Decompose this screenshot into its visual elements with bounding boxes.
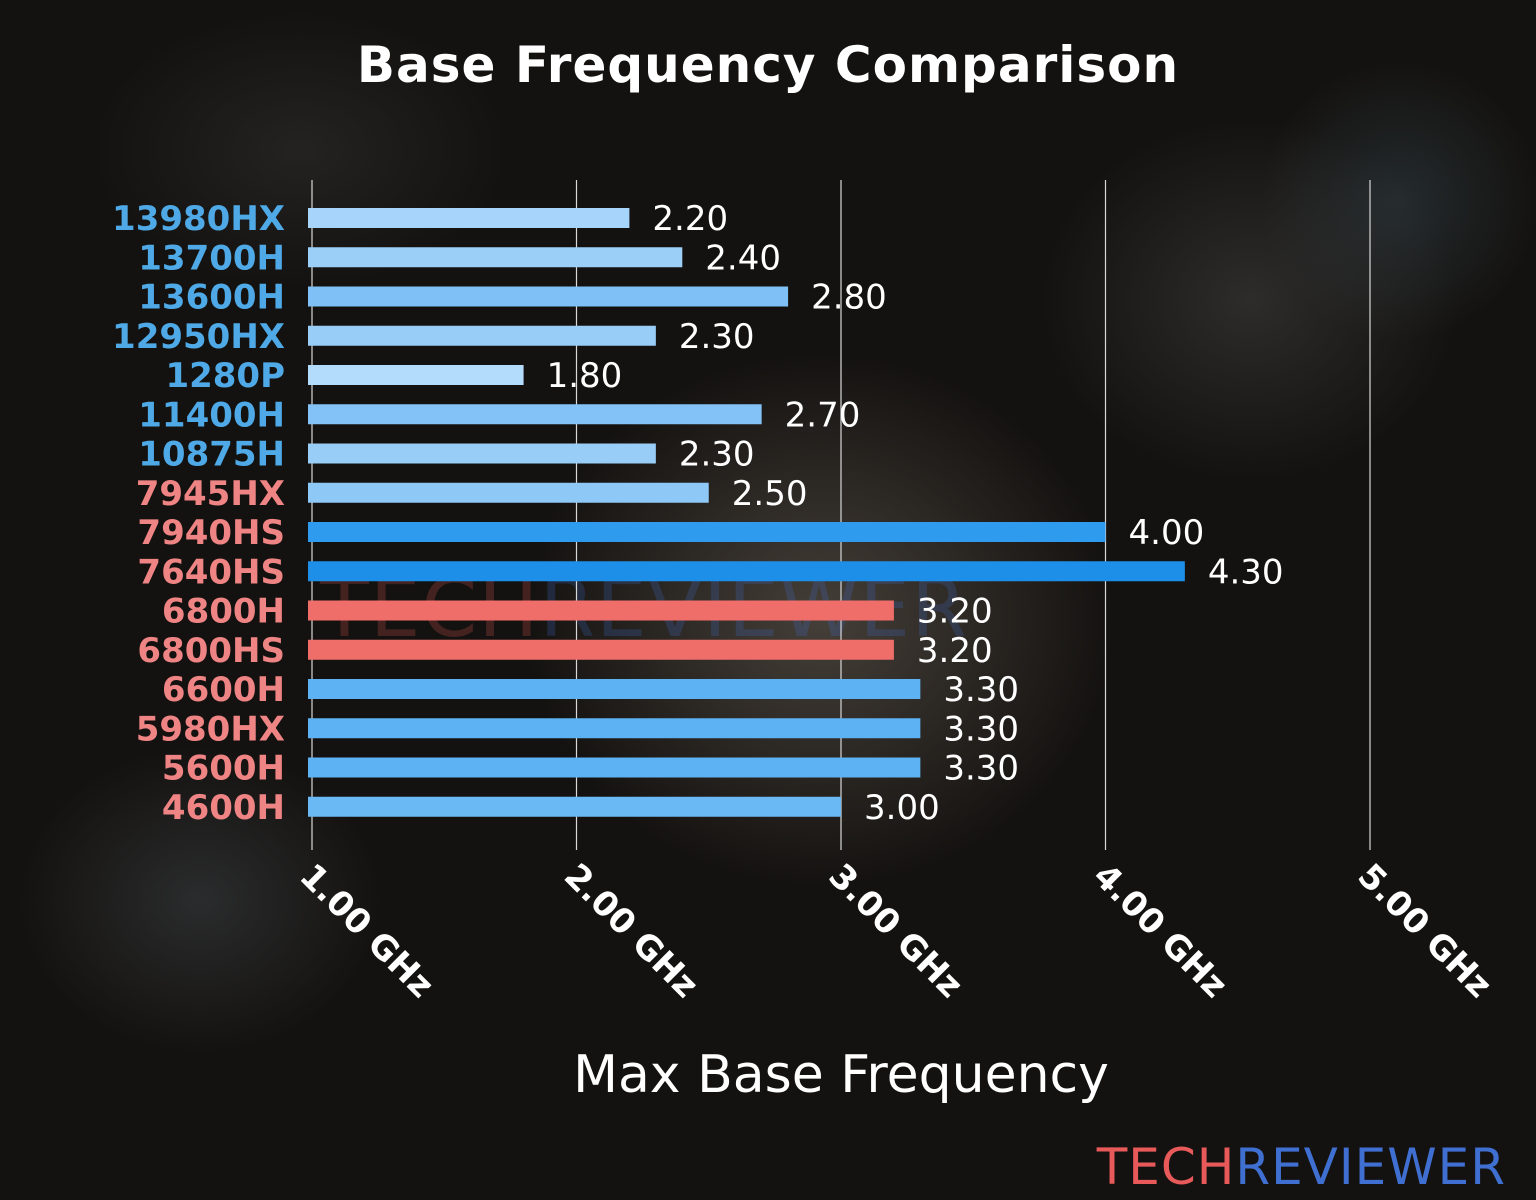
logo-tech: TECH [1096,1138,1236,1196]
data-label: 2.20 [652,199,728,239]
y-tick-label: 6800HS [137,631,285,671]
bar [308,561,1185,582]
data-label: 2.50 [732,474,808,514]
data-label: 4.00 [1129,513,1205,553]
y-tick-label: 4600H [162,788,285,828]
data-label: 4.30 [1208,552,1284,592]
x-tick-label: 2.00 GHz [556,856,706,1006]
y-tick-label: 10875H [138,435,285,475]
y-tick-label: 6600H [162,670,285,710]
y-tick-label: 5980HX [136,709,285,749]
x-tick-label: 5.00 GHz [1350,856,1500,1006]
data-label: 3.20 [917,631,993,671]
bar [308,600,894,621]
data-label: 1.80 [547,356,623,396]
y-tick-label: 7940HS [137,513,285,553]
bar [308,365,524,385]
x-tick-label: 1.00 GHz [292,856,442,1006]
bar [308,796,841,817]
bar [308,757,921,778]
x-axis-label: Max Base Frequency [573,1045,1109,1105]
data-label: 2.30 [679,317,755,357]
y-tick-label: 13700H [138,238,285,278]
bar [308,443,656,464]
y-tick-label: 1280P [165,356,285,396]
y-tick-label: 6800H [162,592,285,632]
data-label: 3.20 [917,592,993,632]
data-label: 3.00 [864,788,940,828]
data-label: 3.30 [943,749,1019,789]
chart-title: Base Frequency Comparison [356,36,1180,94]
x-tick-label: 3.00 GHz [821,856,971,1006]
bar [308,522,1106,542]
data-label: 3.30 [943,670,1019,710]
bar [308,325,656,346]
bar [308,679,921,699]
y-tick-label: 5600H [162,749,285,789]
y-tick-label: 12950HX [112,317,285,357]
bar [308,247,683,268]
y-tick-label: 11400H [138,395,285,435]
bar [308,639,894,660]
bar [308,718,921,739]
y-tick-label: 13980HX [112,199,285,239]
y-tick-label: 7640HS [137,552,285,592]
data-label: 3.30 [943,709,1019,749]
data-label: 2.30 [679,435,755,475]
brand-logo: TECHREVIEWER [1097,1138,1506,1196]
bar [308,482,709,503]
data-label: 2.70 [785,395,861,435]
y-tick-label: 7945HX [136,474,285,514]
bar [308,208,630,228]
data-label: 2.40 [705,238,781,278]
x-tick-label: 4.00 GHz [1085,856,1235,1006]
logo-reviewer: REVIEWER [1235,1138,1506,1196]
y-tick-label: 13600H [138,278,285,318]
bar [308,404,762,425]
bar [308,286,789,307]
data-label: 2.80 [811,278,887,318]
